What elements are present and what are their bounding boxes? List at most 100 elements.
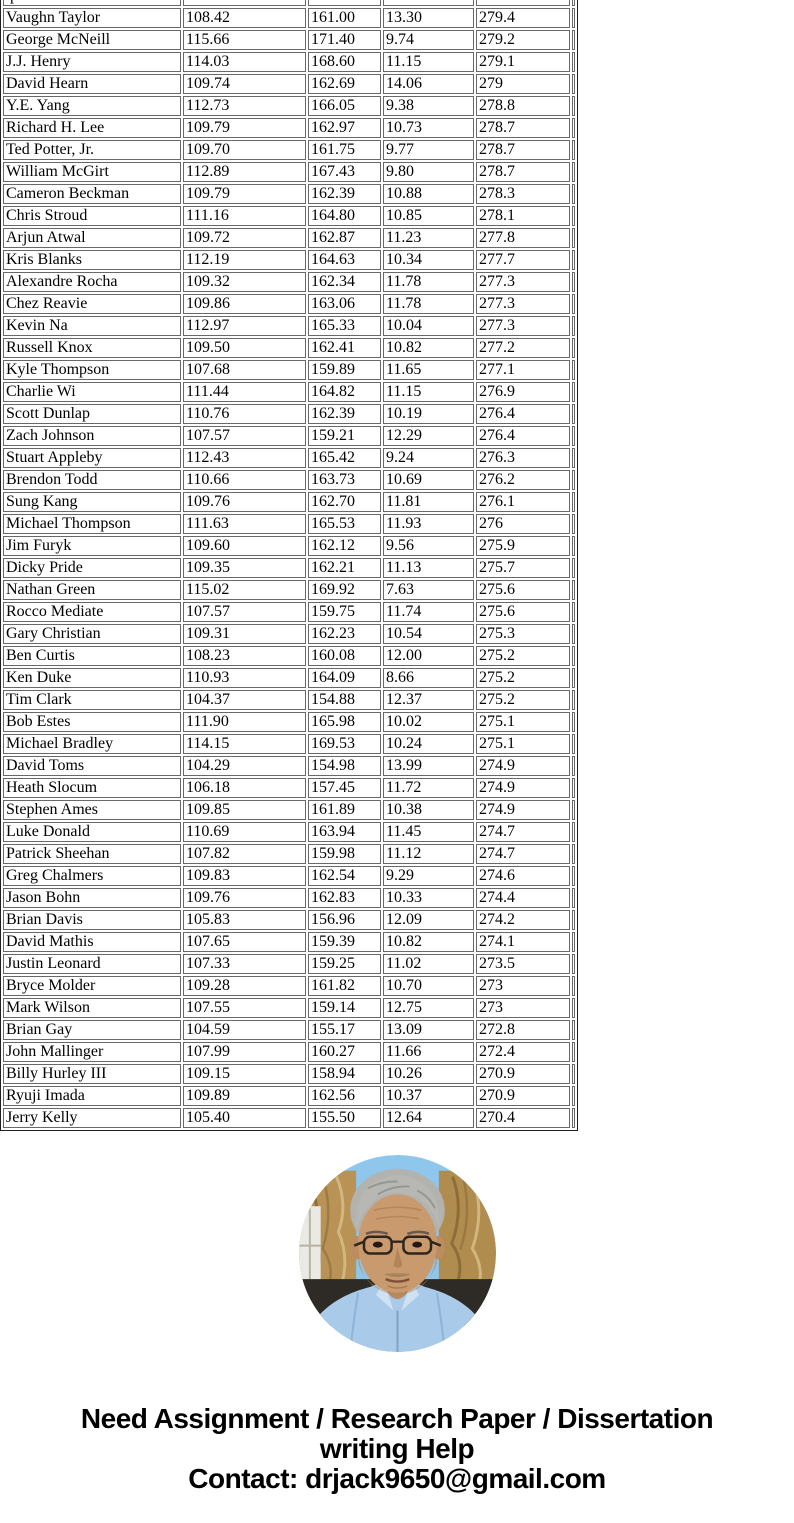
player-name-cell: Richard H. Lee: [3, 118, 181, 138]
stat-cell-1: 107.33: [183, 954, 306, 974]
empty-edge-cell: [572, 1108, 575, 1128]
stat-cell-3: 11.12: [383, 844, 474, 864]
stat-cell-3: 10.37: [383, 1086, 474, 1106]
stat-cell-3: 10.82: [383, 338, 474, 358]
player-name-cell: Mark Wilson: [3, 998, 181, 1018]
stat-cell-1: 104.37: [183, 690, 306, 710]
stat-cell-3: 9.56: [383, 536, 474, 556]
stat-cell-4: 279.4: [476, 8, 570, 28]
stat-cell-2: 162.69: [308, 74, 381, 94]
player-name-cell: Y.E. Yang: [3, 96, 181, 116]
player-name-cell: Ken Duke: [3, 668, 181, 688]
stat-cell-4: 278.8: [476, 96, 570, 116]
stat-cell-3: 13.99: [383, 756, 474, 776]
stat-cell-2: 155.50: [308, 1108, 381, 1128]
stat-cell-2: 162.34: [308, 272, 381, 292]
stat-cell-4: 274.4: [476, 888, 570, 908]
stat-cell-4: 272.4: [476, 1042, 570, 1062]
stat-cell-3: 12.64: [383, 1108, 474, 1128]
stat-cell-1: 107.57: [183, 426, 306, 446]
player-name-cell: Jason Bohn: [3, 888, 181, 908]
player-name-cell: David Hearn: [3, 74, 181, 94]
stat-cell-2: 163.06: [308, 294, 381, 314]
empty-edge-cell: [572, 756, 575, 776]
stat-cell-4: [476, 0, 570, 6]
stat-cell-1: 108.23: [183, 646, 306, 666]
stat-cell-4: 273: [476, 976, 570, 996]
empty-edge-cell: [572, 866, 575, 886]
table-row: Cameron Beckman 109.79 162.39 10.88 278.…: [3, 184, 575, 204]
table-row: Mark Wilson 107.55 159.14 12.75 273: [3, 998, 575, 1018]
stat-cell-1: 107.57: [183, 602, 306, 622]
profile-photo: [298, 1155, 496, 1352]
stat-cell-1: 115.02: [183, 580, 306, 600]
stat-cell-3: 9.38: [383, 96, 474, 116]
stat-cell-4: 278.3: [476, 184, 570, 204]
player-name-cell: Chez Reavie: [3, 294, 181, 314]
stat-cell-3: 9.24: [383, 448, 474, 468]
stat-cell-4: 279.2: [476, 30, 570, 50]
empty-edge-cell: [572, 360, 575, 380]
stat-cell-3: 11.66: [383, 1042, 474, 1062]
stat-cell-2: 161.75: [308, 140, 381, 160]
table-row: Brendon Todd 110.66 163.73 10.69 276.2: [3, 470, 575, 490]
table-row: Stuart Appleby 112.43 165.42 9.24 276.3: [3, 448, 575, 468]
stat-cell-4: 276.2: [476, 470, 570, 490]
stat-cell-4: 277.7: [476, 250, 570, 270]
stat-cell-3: 12.29: [383, 426, 474, 446]
stat-cell-1: 112.43: [183, 448, 306, 468]
table-row: Brian Davis 105.83 156.96 12.09 274.2: [3, 910, 575, 930]
player-name-cell: Jim Furyk: [3, 536, 181, 556]
stat-cell-3: 12.00: [383, 646, 474, 666]
stat-cell-4: 275.3: [476, 624, 570, 644]
table-row: Sung Kang 109.76 162.70 11.81 276.1: [3, 492, 575, 512]
table-row: Chez Reavie 109.86 163.06 11.78 277.3: [3, 294, 575, 314]
stat-cell-4: 270.9: [476, 1064, 570, 1084]
stat-cell-3: 10.88: [383, 184, 474, 204]
stat-cell-3: [383, 0, 474, 6]
stat-cell-3: 11.78: [383, 294, 474, 314]
player-name-cell: Zach Johnson: [3, 426, 181, 446]
empty-edge-cell: [572, 1020, 575, 1040]
stat-cell-3: 11.65: [383, 360, 474, 380]
stat-cell-2: 159.89: [308, 360, 381, 380]
player-name-cell: David Mathis: [3, 932, 181, 952]
stat-cell-2: 159.25: [308, 954, 381, 974]
stat-cell-2: 159.39: [308, 932, 381, 952]
stat-cell-2: 156.96: [308, 910, 381, 930]
stat-cell-1: 109.50: [183, 338, 306, 358]
table-row: David Toms 104.29 154.98 13.99 274.9: [3, 756, 575, 776]
empty-edge-cell: [572, 998, 575, 1018]
stat-cell-2: 165.42: [308, 448, 381, 468]
stat-cell-1: 109.60: [183, 536, 306, 556]
stat-cell-1: 105.40: [183, 1108, 306, 1128]
empty-edge-cell: [572, 822, 575, 842]
table-row: Stephen Ames 109.85 161.89 10.38 274.9: [3, 800, 575, 820]
stat-cell-2: 162.97: [308, 118, 381, 138]
stat-cell-2: 164.82: [308, 382, 381, 402]
stats-table: p Vaughn Taylor 108.42 161.00 13.30 279.…: [0, 0, 578, 1131]
stat-cell-3: 14.06: [383, 74, 474, 94]
player-name-cell: Justin Leonard: [3, 954, 181, 974]
stat-cell-2: 164.63: [308, 250, 381, 270]
stat-cell-4: 277.3: [476, 316, 570, 336]
stat-cell-3: 10.69: [383, 470, 474, 490]
stat-cell-1: 107.55: [183, 998, 306, 1018]
stats-table-container: p Vaughn Taylor 108.42 161.00 13.30 279.…: [0, 0, 578, 1131]
empty-edge-cell: [572, 52, 575, 72]
stat-cell-2: 161.82: [308, 976, 381, 996]
stat-cell-2: 161.00: [308, 8, 381, 28]
stat-cell-2: 163.94: [308, 822, 381, 842]
empty-edge-cell: [572, 0, 575, 6]
table-row: Jerry Kelly 105.40 155.50 12.64 270.4: [3, 1108, 575, 1128]
table-row: Alexandre Rocha 109.32 162.34 11.78 277.…: [3, 272, 575, 292]
table-row: Dicky Pride 109.35 162.21 11.13 275.7: [3, 558, 575, 578]
stat-cell-1: 104.59: [183, 1020, 306, 1040]
player-name-cell: Tim Clark: [3, 690, 181, 710]
stat-cell-3: 10.73: [383, 118, 474, 138]
stat-cell-4: 275.9: [476, 536, 570, 556]
stat-cell-1: 112.19: [183, 250, 306, 270]
stat-cell-3: 10.24: [383, 734, 474, 754]
table-row: J.J. Henry 114.03 168.60 11.15 279.1: [3, 52, 575, 72]
empty-edge-cell: [572, 1086, 575, 1106]
